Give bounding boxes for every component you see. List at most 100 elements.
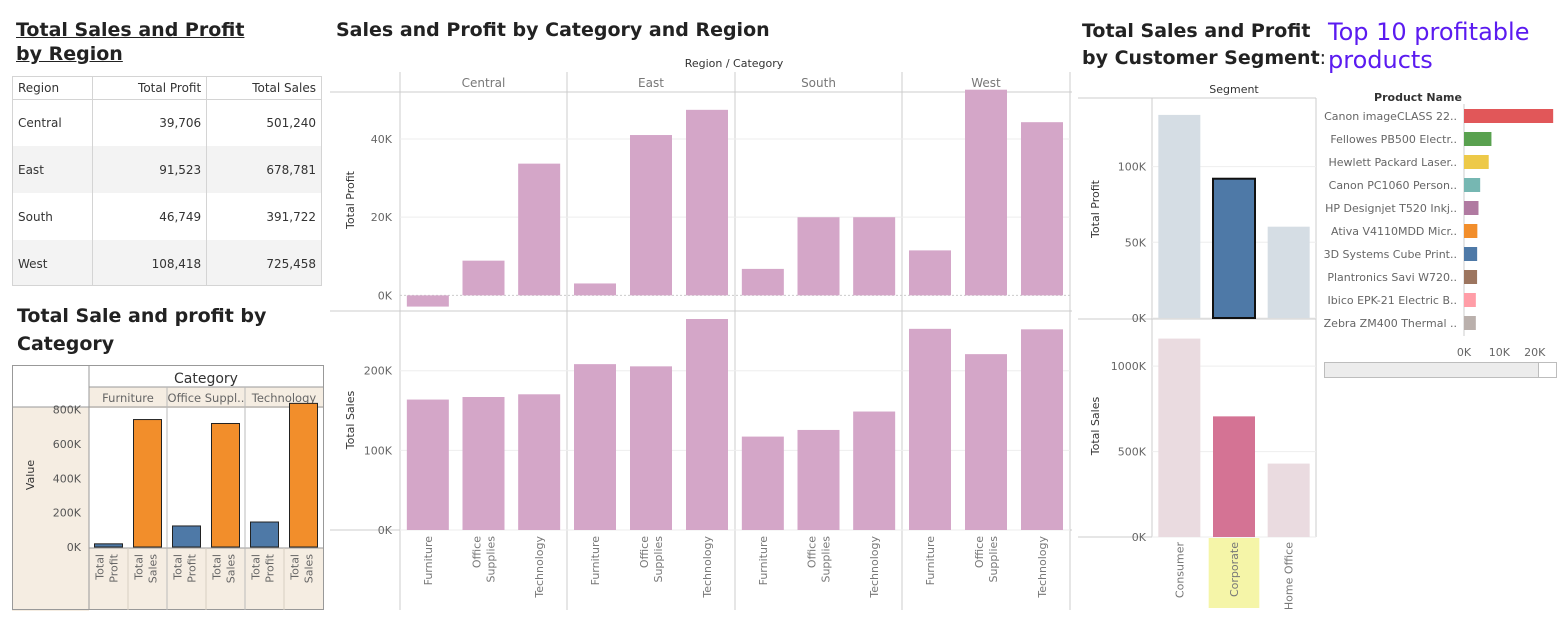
table-row[interactable]: East 91,523 678,781: [13, 146, 322, 193]
products-scrollbar[interactable]: [1324, 362, 1557, 378]
profit-bar: [1021, 122, 1063, 295]
product-label: Canon PC1060 Person..: [1329, 179, 1457, 192]
sales-bar: [1268, 464, 1310, 537]
segment-chart: 100K 50K 0K 1000K 500K 0K Consumer Corporate Hom…: [1078, 80, 1318, 612]
category-tick-label: Technology: [533, 536, 546, 599]
category-header: Category: [174, 371, 238, 387]
products-panel-title: Top 10 profitable products: [1328, 18, 1558, 74]
category-label: Furniture: [102, 391, 154, 405]
segment-header: Segment: [1209, 83, 1259, 96]
measure-label: Total: [94, 554, 107, 581]
category-tick-label: Office: [471, 536, 484, 568]
profit-tick-label: 40K: [371, 133, 393, 146]
region-cell: South: [13, 193, 93, 240]
product-bar: [1464, 316, 1476, 330]
measure-label: Total: [289, 554, 302, 581]
measure-label: Total: [172, 554, 185, 581]
sales-bar: [290, 403, 318, 547]
product-label: Fellowes PB500 Electr..: [1330, 133, 1457, 146]
profit-tick-label: 50K: [1125, 236, 1147, 249]
profit-bar: [853, 217, 895, 295]
category-tick-label: Office: [806, 536, 819, 568]
category-tick-label: Supplies: [987, 536, 1000, 583]
profit-cell: 91,523: [93, 146, 207, 193]
segment-label: Corporate: [1228, 542, 1241, 597]
profit-bar: [251, 522, 279, 547]
measure-label: Sales: [147, 554, 160, 584]
region-label: West: [971, 76, 1001, 90]
region-label: Central: [462, 76, 506, 90]
category-y-axis-label: Value: [24, 460, 37, 490]
profit-bar: [742, 269, 784, 295]
sales-axis-label: Total Sales: [344, 391, 357, 451]
product-label: Canon imageCLASS 22..: [1324, 110, 1457, 123]
product-bar: [1464, 224, 1477, 238]
profit-bar: [1268, 227, 1310, 318]
category-tick-label: Technology: [868, 536, 881, 599]
measure-label: Total: [211, 554, 224, 581]
profit-cell: 108,418: [93, 240, 207, 286]
measure-label: Total: [250, 554, 263, 581]
sales-tick-label: 0K: [1132, 531, 1147, 544]
segment-profit-axis-label: Total Profit: [1089, 179, 1102, 239]
segment-label: Consumer: [1173, 542, 1186, 599]
sales-bar: [1021, 329, 1063, 530]
sales-tick-label: 1000K: [1111, 360, 1147, 373]
category-tick-label: Furniture: [589, 536, 602, 586]
region-panel-title: Total Sales and Profit by Region: [16, 18, 276, 66]
profit-column-header: Total Profit: [93, 77, 207, 99]
category-tick-label: Office: [973, 536, 986, 568]
segment-title-suffix: :: [1320, 47, 1326, 69]
segment-panel-title: Total Sales and Profit by Customer Segme…: [1082, 18, 1326, 72]
region-cell: East: [13, 146, 93, 193]
measure-label: Profit: [264, 553, 277, 582]
table-row[interactable]: Central 39,706 501,240: [13, 99, 322, 146]
x-tick-label: 0K: [1457, 346, 1472, 359]
profit-bar: [798, 217, 840, 295]
profit-bar: [574, 283, 616, 295]
sales-bar: [134, 420, 162, 547]
y-tick-label: 0K: [67, 541, 82, 554]
measure-label: Profit: [186, 553, 199, 582]
x-tick-label: 20K: [1524, 346, 1546, 359]
region-category-header: Region / Category: [685, 57, 784, 70]
table-row[interactable]: West 108,418 725,458: [13, 240, 322, 286]
sales-tick-label: 0K: [378, 524, 393, 537]
product-bar: [1464, 201, 1478, 215]
sales-bar: [742, 437, 784, 530]
sales-column-header: Total Sales: [207, 77, 322, 99]
sales-bar: [909, 329, 951, 530]
product-label: Hewlett Packard Laser..: [1328, 156, 1457, 169]
product-bar: [1464, 178, 1480, 192]
profit-bar: [1213, 179, 1255, 318]
product-bar: [1464, 293, 1476, 307]
product-bar: [1464, 155, 1489, 169]
measure-label: Total: [133, 554, 146, 581]
product-label: Plantronics Savi W720..: [1327, 271, 1457, 284]
category-panel-title: Total Sale and profit by Category: [17, 302, 267, 358]
region-category-title: Sales and Profit by Category and Region: [336, 18, 770, 42]
category-tick-label: Technology: [701, 536, 714, 599]
profit-tick-label: 0K: [1132, 312, 1147, 325]
profit-cell: 46,749: [93, 193, 207, 240]
products-scrollbar-thumb[interactable]: [1325, 363, 1539, 377]
profit-bar: [909, 250, 951, 295]
region-label: South: [801, 76, 836, 90]
y-tick-label: 600K: [53, 438, 82, 451]
region-column-header: Region: [13, 77, 93, 99]
profit-bar: [173, 526, 201, 547]
profit-bar: [1158, 115, 1200, 318]
sales-bar: [1158, 339, 1200, 537]
measure-label: Profit: [108, 553, 121, 582]
profit-bar: [630, 135, 672, 295]
sales-bar: [798, 430, 840, 530]
profit-bar: [965, 90, 1007, 296]
product-label: Zebra ZM400 Thermal ..: [1324, 317, 1457, 330]
table-row[interactable]: South 46,749 391,722: [13, 193, 322, 240]
profit-tick-label: 20K: [371, 211, 393, 224]
profit-bar: [686, 110, 728, 296]
measure-label: Sales: [303, 554, 316, 584]
segment-label: Home Office: [1283, 542, 1296, 610]
category-tick-label: Office: [638, 536, 651, 568]
sales-bar: [630, 366, 672, 530]
